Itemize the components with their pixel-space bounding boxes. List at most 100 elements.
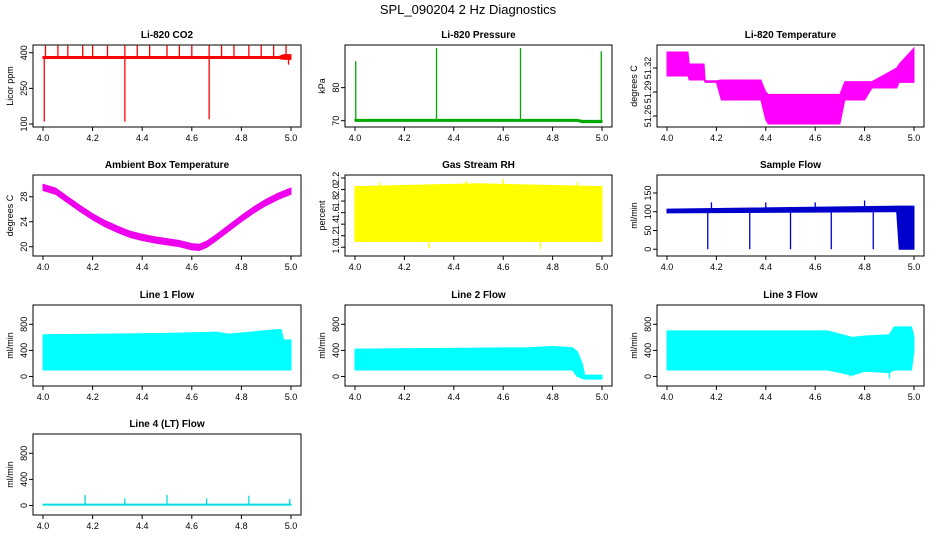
chart-li-820-co2: Li-820 CO2 4.0 4.2 4.4 4.6 4.8 5.0 100 250 400 Lic… — [5, 30, 302, 143]
y-axis: 100 250 400 — [19, 45, 33, 132]
x-tick-label: 4.6 — [809, 262, 822, 272]
y-tick-label: 51.32 — [643, 57, 653, 80]
y-tick-label: 1.6 — [331, 206, 341, 219]
y-tick-label: 1.4 — [331, 218, 341, 231]
y-tick-label: 400 — [19, 45, 29, 60]
y-axis: 70 80 — [331, 83, 345, 126]
y-tick-label: 800 — [331, 317, 341, 332]
y-tick-label: 0 — [19, 374, 29, 379]
x-axis: 4.0 4.2 4.4 4.6 4.8 5.0 — [37, 256, 298, 272]
chart-title: Line 4 (LT) Flow — [129, 419, 205, 430]
y-axis: 1.01.21.41.61.82.02.2 — [331, 172, 345, 253]
y-tick-label: 50 — [643, 225, 653, 235]
plot-frame — [32, 304, 302, 387]
y-axis-label: degrees C — [5, 194, 15, 236]
y-tick-label: 2.0 — [331, 183, 341, 196]
x-tick-label: 4.8 — [235, 262, 248, 272]
x-tick-label: 4.6 — [497, 133, 510, 143]
x-tick-label: 4.0 — [661, 392, 674, 402]
x-axis: 4.0 4.2 4.4 4.6 4.8 5.0 — [37, 515, 298, 531]
x-tick-label: 5.0 — [596, 133, 609, 143]
y-tick-label: 80 — [331, 83, 341, 93]
x-tick-label: 4.8 — [546, 262, 559, 272]
plot-frame — [656, 174, 925, 257]
plot-frame — [32, 433, 302, 516]
series-rh-band — [354, 183, 603, 242]
x-axis: 4.0 4.2 4.4 4.6 4.8 5.0 — [661, 386, 921, 402]
x-tick-label: 5.0 — [285, 392, 298, 402]
chart-sample-flow: Sample Flow 4.0 4.2 4.4 4.6 4.8 5.0 0 50 100 150 ml… — [629, 160, 925, 272]
y-axis: 0 400 800 — [19, 446, 33, 508]
x-tick-label: 4.0 — [37, 521, 50, 531]
x-tick-label: 5.0 — [596, 262, 609, 272]
x-tick-label: 4.6 — [497, 262, 510, 272]
data-layer — [42, 183, 292, 252]
y-axis: 0 400 800 — [331, 317, 345, 379]
y-tick-label: 0 — [643, 247, 653, 252]
y-axis-label: ml/min — [317, 332, 327, 359]
x-tick-label: 4.0 — [37, 262, 50, 272]
plot-frame — [344, 174, 613, 257]
y-axis: 0 400 800 — [643, 317, 657, 379]
series-pressure-band — [354, 118, 603, 124]
x-tick-label: 5.0 — [285, 262, 298, 272]
y-axis-label: degrees C — [629, 65, 639, 107]
x-tick-label: 4.6 — [186, 392, 199, 402]
chart-title: Li-820 CO2 — [141, 30, 194, 41]
x-tick-label: 4.4 — [136, 392, 149, 402]
x-tick-label: 5.0 — [285, 521, 298, 531]
y-tick-label: 100 — [643, 204, 653, 219]
y-tick-label: 24 — [19, 217, 29, 227]
y-axis-label: ml/min — [629, 202, 639, 229]
x-tick-label: 4.8 — [858, 133, 871, 143]
data-layer — [666, 46, 915, 125]
plot-frame — [344, 304, 613, 387]
x-tick-label: 4.8 — [546, 392, 559, 402]
y-tick-label: 800 — [19, 317, 29, 332]
x-tick-label: 4.2 — [86, 262, 99, 272]
y-axis: 0 50 100 150 — [643, 185, 657, 252]
x-axis: 4.0 4.2 4.4 4.6 4.8 5.0 — [37, 386, 298, 402]
chart-title: Line 1 Flow — [140, 290, 195, 301]
y-axis-label: percent — [317, 200, 327, 231]
x-tick-label: 4.2 — [398, 262, 411, 272]
y-tick-label: 28 — [19, 192, 29, 202]
y-tick-label: 100 — [19, 116, 29, 131]
series-line1-band — [42, 329, 292, 371]
x-tick-label: 4.2 — [398, 392, 411, 402]
x-tick-label: 4.8 — [235, 133, 248, 143]
y-tick-label: 800 — [643, 317, 653, 332]
x-tick-label: 4.4 — [760, 392, 773, 402]
x-axis: 4.0 4.2 4.4 4.6 4.8 5.0 — [661, 127, 920, 143]
data-layer — [42, 329, 292, 371]
plot-frame — [32, 44, 302, 128]
y-tick-label: 70 — [331, 116, 341, 126]
y-tick-label: 0 — [19, 503, 29, 508]
data-layer — [42, 495, 292, 506]
chart-title: Line 3 Flow — [763, 290, 818, 301]
chart-title: Gas Stream RH — [442, 160, 515, 171]
chart-li-820-temperature: Li-820 Temperature 4.0 4.2 4.4 4.6 4.8 5.0 51.2… — [629, 30, 925, 143]
x-tick-label: 4.0 — [661, 262, 674, 272]
x-tick-label: 4.2 — [86, 133, 99, 143]
x-tick-label: 4.2 — [710, 392, 723, 402]
x-tick-label: 4.0 — [37, 133, 50, 143]
x-tick-label: 4.2 — [398, 133, 411, 143]
chart-line-4-lt-flow: Line 4 (LT) Flow 4.0 4.2 4.4 4.6 4.8 5.0 0 400 80… — [5, 419, 302, 531]
x-tick-label: 5.0 — [908, 392, 921, 402]
chart-title: Sample Flow — [760, 160, 821, 171]
data-layer — [666, 326, 915, 379]
y-tick-label: 400 — [331, 343, 341, 358]
x-tick-label: 4.4 — [760, 262, 773, 272]
x-tick-label: 4.6 — [186, 521, 199, 531]
x-tick-label: 4.6 — [497, 392, 510, 402]
y-tick-label: 0 — [331, 374, 341, 379]
x-tick-label: 4.2 — [710, 133, 723, 143]
x-tick-label: 4.2 — [710, 262, 723, 272]
chart-line-2-flow: Line 2 Flow 4.0 4.2 4.4 4.6 4.8 5.0 0 400 800 ml/m… — [317, 290, 613, 402]
y-tick-label: 20 — [19, 242, 29, 252]
x-tick-label: 4.0 — [349, 392, 362, 402]
x-axis: 4.0 4.2 4.4 4.6 4.8 5.0 — [349, 256, 609, 272]
